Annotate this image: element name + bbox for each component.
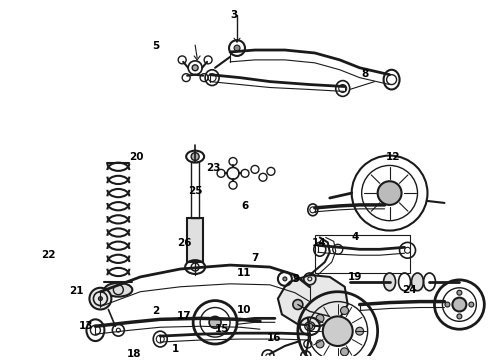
Text: 26: 26 [177, 238, 192, 248]
Text: 18: 18 [127, 349, 142, 359]
Circle shape [378, 181, 401, 205]
Ellipse shape [384, 273, 395, 291]
Circle shape [234, 45, 240, 51]
Circle shape [469, 302, 474, 307]
Text: 7: 7 [251, 253, 259, 263]
Circle shape [356, 327, 364, 335]
Text: 4: 4 [351, 233, 358, 243]
Text: 10: 10 [237, 306, 251, 315]
Bar [315, 235, 410, 273]
Circle shape [209, 316, 221, 328]
Text: 1: 1 [172, 344, 179, 354]
Text: 9: 9 [293, 274, 299, 284]
Text: 16: 16 [267, 333, 281, 343]
Circle shape [316, 340, 324, 348]
Text: 19: 19 [347, 272, 362, 282]
Text: 6: 6 [242, 201, 248, 211]
Circle shape [457, 290, 462, 295]
Polygon shape [278, 275, 348, 326]
Text: 5: 5 [152, 41, 160, 51]
Text: 2: 2 [151, 306, 159, 316]
Circle shape [457, 314, 462, 319]
Ellipse shape [104, 283, 132, 297]
Circle shape [192, 65, 198, 71]
Text: 15: 15 [215, 324, 229, 334]
Text: 22: 22 [41, 250, 56, 260]
Text: 23: 23 [206, 163, 220, 174]
Ellipse shape [412, 273, 423, 291]
Circle shape [98, 297, 102, 301]
Circle shape [307, 323, 313, 329]
Text: 17: 17 [177, 311, 192, 321]
Text: 14: 14 [312, 238, 326, 248]
Circle shape [341, 348, 348, 356]
Circle shape [323, 316, 353, 346]
Text: 25: 25 [188, 186, 202, 196]
Circle shape [293, 300, 303, 310]
Text: 11: 11 [237, 268, 251, 278]
Circle shape [452, 298, 466, 311]
Text: 21: 21 [69, 286, 84, 296]
Text: 13: 13 [79, 321, 94, 331]
Circle shape [316, 315, 324, 322]
Ellipse shape [90, 288, 111, 310]
Text: 24: 24 [402, 285, 417, 295]
Text: 3: 3 [230, 9, 238, 19]
Text: 12: 12 [385, 152, 400, 162]
Circle shape [445, 302, 450, 307]
Circle shape [191, 153, 199, 161]
Text: 8: 8 [361, 69, 368, 79]
Text: 20: 20 [129, 152, 144, 162]
Polygon shape [187, 218, 203, 262]
Circle shape [341, 307, 348, 315]
Circle shape [283, 277, 287, 281]
